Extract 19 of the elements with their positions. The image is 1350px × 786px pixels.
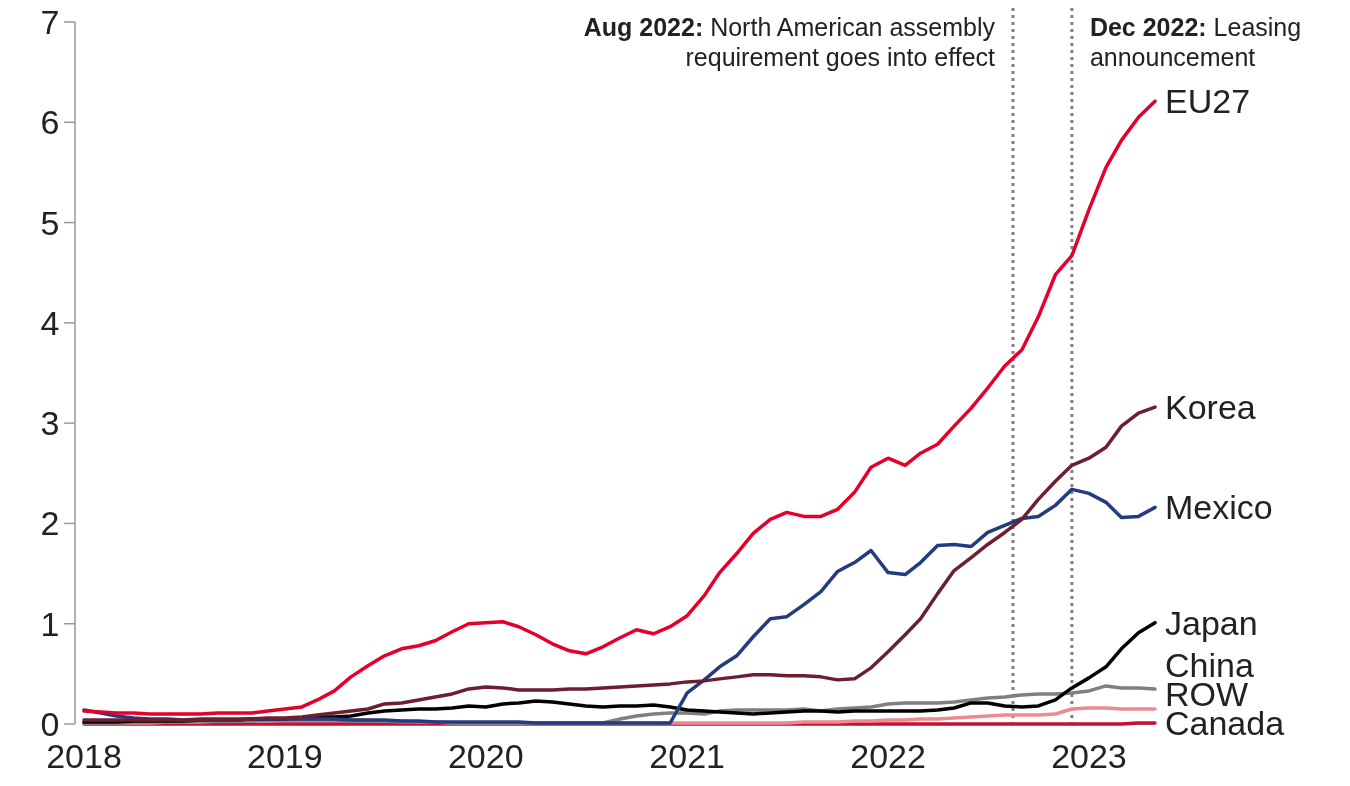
series-label: Korea bbox=[1165, 388, 1256, 427]
x-tick-label: 2023 bbox=[1051, 737, 1127, 775]
x-tick-label: 2022 bbox=[850, 737, 926, 775]
series-label: EU27 bbox=[1165, 82, 1251, 121]
x-tick-label: 2020 bbox=[447, 737, 524, 775]
y-tick-label: 3 bbox=[40, 404, 60, 443]
ref-line-label: Dec 2022: Leasing announcement bbox=[1089, 13, 1302, 71]
series-label: Japan bbox=[1165, 603, 1258, 642]
y-tick-label: 4 bbox=[40, 303, 60, 342]
x-tick-label: 2021 bbox=[649, 737, 726, 775]
series-label: Mexico bbox=[1165, 488, 1273, 527]
y-tick-label: 7 bbox=[40, 3, 60, 41]
y-tick-label: 6 bbox=[40, 103, 60, 142]
x-tick-label: 2019 bbox=[247, 737, 323, 775]
y-tick-label: 2 bbox=[40, 504, 60, 543]
series-label: China bbox=[1165, 646, 1254, 684]
y-tick-label: 5 bbox=[40, 203, 60, 242]
y-tick-label: 1 bbox=[40, 604, 60, 643]
text: Aug 2022: North American assembly requirement goes into effect bbox=[583, 13, 996, 71]
